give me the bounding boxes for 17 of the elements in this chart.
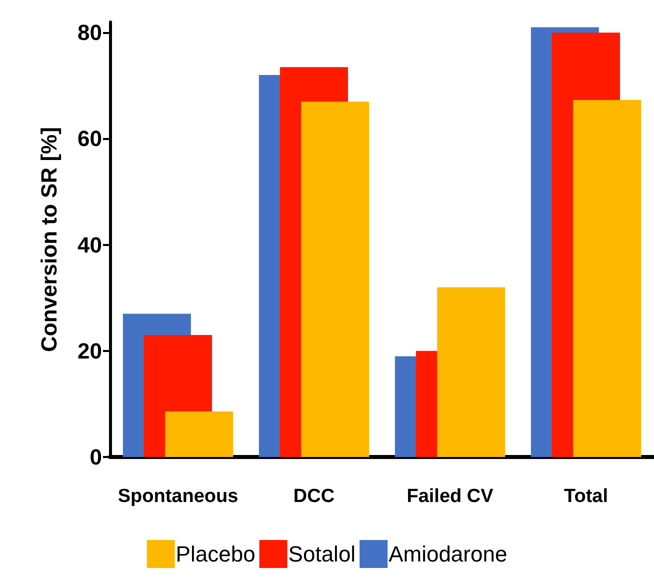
x-tick-label: DCC (293, 486, 335, 507)
legend-label: Sotalol (288, 542, 356, 566)
y-axis-title: Conversion to SR [%] (36, 127, 62, 352)
x-tick-label: Failed CV (406, 486, 494, 507)
y-tick-label: 80 (78, 20, 102, 46)
y-tick-label: 40 (78, 232, 102, 258)
bar (301, 102, 370, 457)
x-tick-label: Total (564, 486, 608, 507)
bar (437, 287, 506, 457)
y-tick-label: 20 (78, 338, 102, 364)
y-tick-label: 0 (90, 444, 102, 470)
bar (165, 411, 234, 457)
legend-label: Amiodarone (388, 542, 508, 566)
legend-label: Placebo (176, 542, 256, 566)
x-tick-label: Spontaneous (118, 486, 238, 507)
bar (573, 100, 642, 457)
y-tick-label: 60 (78, 126, 102, 152)
